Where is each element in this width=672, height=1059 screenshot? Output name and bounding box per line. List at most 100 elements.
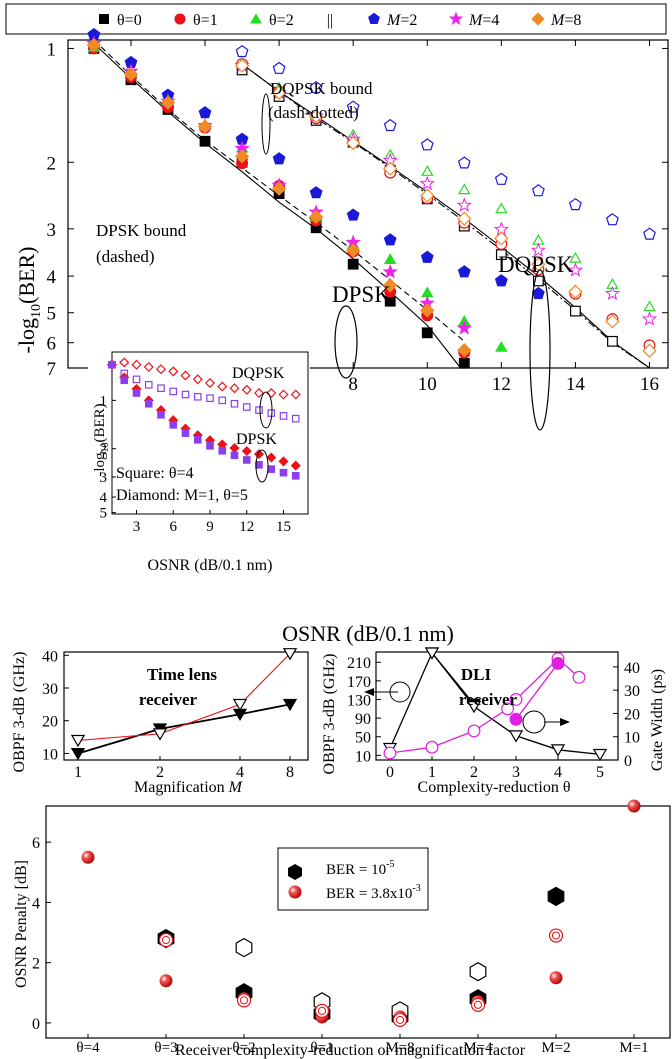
penalty-xtick-label-0: θ=4 bbox=[76, 1040, 100, 1056]
inset-ytick-label-3: 3 bbox=[100, 470, 108, 486]
inset-ytick-label-1: 1 bbox=[100, 393, 108, 409]
main-point-s10-6 bbox=[456, 197, 472, 212]
inset-point-s0-4 bbox=[155, 364, 167, 375]
dli-y-axis-label: OBPF 3-dB (GHz) bbox=[321, 654, 338, 775]
main-annotation-dqpsk-bound-1: DQPSK bound bbox=[270, 79, 373, 98]
penalty-point-s3-3-outer bbox=[314, 1003, 330, 1018]
dli-y2tick-label-20: 20 bbox=[624, 706, 640, 723]
main-xtick-label-8: 8 bbox=[348, 374, 358, 395]
main-point-s2-8 bbox=[383, 253, 397, 264]
inset-point-s2-11 bbox=[241, 446, 252, 457]
inset-xtick-label-12: 12 bbox=[239, 519, 254, 535]
time-lens-ticks: 1 2 4 8 10 20 30 40 bbox=[42, 648, 294, 781]
penalty-point-s3-5 bbox=[470, 997, 486, 1012]
dli-title-2: receiver bbox=[459, 690, 518, 709]
inset-point-s0-7 bbox=[192, 374, 203, 385]
inset-x-axis-label: OSNR (dB/0.1 nm) bbox=[148, 557, 273, 574]
penalty-point-s3-6 bbox=[548, 928, 564, 943]
main-chart: 2468101214161234567 DQPSK bound (dash-do… bbox=[14, 27, 669, 646]
inset-point-s2-13 bbox=[266, 452, 277, 463]
dli-point-s3-0 bbox=[509, 712, 523, 726]
legend-label-name: M bbox=[550, 12, 566, 29]
penalty-point-s3-1-inner bbox=[161, 936, 171, 945]
main-markers bbox=[86, 27, 658, 369]
time-lens-plot-frame bbox=[63, 651, 309, 761]
main-point-s9-6 bbox=[457, 156, 471, 169]
legend-label-6: M=8 bbox=[550, 12, 581, 29]
main-annotation-dpsk-bound-1: DPSK bound bbox=[96, 221, 187, 240]
main-dqpsk-ellipse bbox=[529, 269, 551, 431]
time-lens-xtick-label-3: 8 bbox=[286, 764, 294, 781]
main-point-s11-10 bbox=[605, 314, 620, 329]
main-point-s11-5 bbox=[420, 188, 435, 203]
main-point-s9-3 bbox=[346, 100, 360, 113]
inset-point-s1-12 bbox=[255, 406, 263, 414]
legend: θ=0 θ=1 θ=2 || M=2 M=4 M=8 bbox=[5, 3, 667, 35]
penalty-y-axis-label: OSNR Penalty [dB] bbox=[13, 860, 30, 988]
time-lens-line-1 bbox=[77, 653, 291, 741]
dli-point-s1-1 bbox=[424, 647, 440, 660]
main-point-s3-8 bbox=[383, 233, 397, 246]
main-point-s9-2 bbox=[309, 80, 323, 94]
penalty-ytick-label-6: 6 bbox=[32, 835, 40, 852]
main-point-s5-5 bbox=[271, 181, 287, 196]
penalty-point-s3-2 bbox=[236, 993, 252, 1008]
main-point-s10-8 bbox=[530, 242, 546, 257]
inset-point-s3-12 bbox=[255, 461, 263, 469]
inset-point-s3-11 bbox=[242, 456, 251, 464]
inset-point-s3-14 bbox=[279, 468, 288, 477]
main-point-s9-11 bbox=[643, 227, 656, 240]
main-point-s5-1 bbox=[123, 67, 139, 82]
inset-ytick-label-2: 2 bbox=[100, 442, 108, 458]
main-point-s9-7 bbox=[494, 172, 508, 185]
penalty-point-s2-0 bbox=[81, 850, 95, 864]
inset-point-s0-3 bbox=[143, 361, 154, 373]
time-lens-line-0 bbox=[77, 703, 291, 755]
dli-xtick-label-1: 1 bbox=[428, 764, 436, 781]
inset-point-s3-7 bbox=[193, 435, 202, 444]
main-fit-lines bbox=[93, 39, 668, 369]
inset-point-s3-10 bbox=[230, 451, 239, 460]
dli-ytick-label-90: 90 bbox=[355, 711, 371, 728]
legend-label-name: θ bbox=[269, 12, 277, 29]
main-dqpsk-bound-ellipse bbox=[261, 93, 271, 155]
inset-point-s1-4 bbox=[157, 384, 165, 392]
main-point-s0-9 bbox=[421, 327, 433, 339]
legend-marker-0 bbox=[98, 14, 109, 25]
main-point-s10-11 bbox=[641, 311, 658, 326]
legend-label-name: M bbox=[468, 12, 484, 29]
penalty-x-axis-label: Receiver complexity-reduction or magnifi… bbox=[175, 1042, 526, 1059]
penalty-legend-label-2: BER = 3.8x10-3 bbox=[326, 883, 421, 902]
inset-point-s1-7 bbox=[193, 392, 202, 401]
legend-marker-2 bbox=[250, 13, 262, 24]
legend-label-1: θ=1 bbox=[193, 12, 218, 29]
legend-marker-4 bbox=[368, 12, 380, 24]
main-xtick-label-14: 14 bbox=[566, 374, 586, 395]
inset-point-s0-5 bbox=[168, 366, 179, 377]
dli-point-s2-1 bbox=[425, 740, 439, 754]
penalty-point-s3-2-inner bbox=[239, 996, 249, 1005]
dli-point-s2-4 bbox=[509, 693, 523, 706]
dli-ytick-label-170: 170 bbox=[347, 674, 371, 691]
main-point-s9-8 bbox=[531, 184, 545, 197]
main-point-s11-6 bbox=[457, 211, 472, 226]
time-lens-point-s0-0 bbox=[70, 747, 86, 761]
legend-label-name: θ bbox=[117, 12, 125, 29]
penalty-xtick-label-5: M=4 bbox=[463, 1040, 493, 1056]
main-point-s0-3 bbox=[199, 135, 211, 147]
time-lens-xtick-label-2: 4 bbox=[236, 764, 244, 781]
main-point-s3-6 bbox=[309, 186, 323, 199]
inset-point-s3-5 bbox=[169, 421, 178, 429]
inset-xtick-label-6: 6 bbox=[170, 519, 178, 535]
inset-background bbox=[88, 346, 310, 578]
penalty-legend-sphere-icon bbox=[288, 885, 302, 899]
legend-marker-6 bbox=[531, 12, 545, 26]
penalty-ytick-label-4: 4 bbox=[32, 895, 40, 912]
inset-point-s0-10 bbox=[229, 383, 240, 394]
inset-point-s3-8 bbox=[206, 442, 214, 450]
penalty-ytick-label-2: 2 bbox=[32, 956, 40, 973]
dli-ytick-label-130: 130 bbox=[347, 692, 371, 709]
inset-point-s0-14 bbox=[278, 389, 289, 400]
